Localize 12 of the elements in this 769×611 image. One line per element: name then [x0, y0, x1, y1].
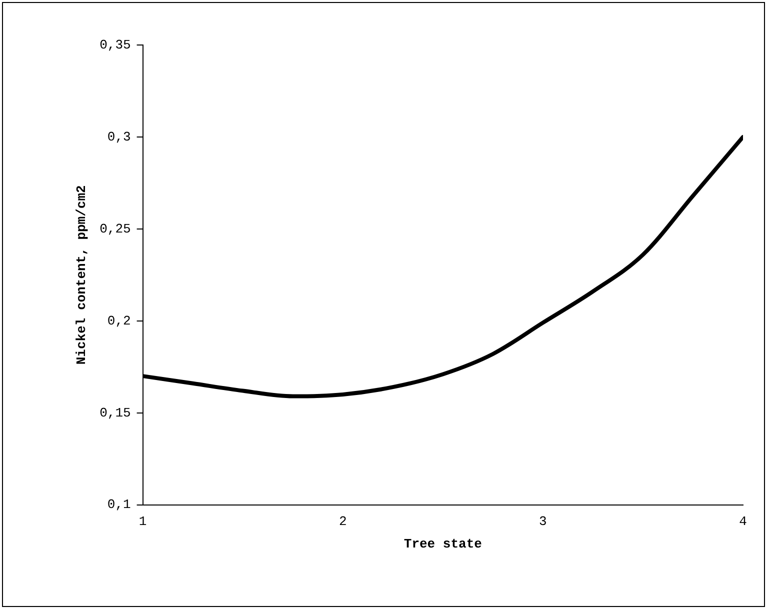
x-tick-label: 2 [338, 514, 347, 530]
x-tick-label: 1 [138, 514, 147, 530]
y-axis-title: Nickel content, ppm/cm2 [74, 184, 90, 365]
x-tick-label: 4 [739, 514, 748, 530]
y-tick-label: 0,3 [107, 129, 131, 144]
y-tick-label: 0,25 [100, 221, 131, 236]
x-axis-title: Tree state [404, 536, 482, 552]
y-tick-label: 0,35 [100, 37, 131, 52]
x-tick-label: 3 [539, 514, 547, 530]
y-tick-label: 0,1 [107, 497, 131, 512]
y-tick-label: 0,2 [107, 313, 131, 328]
y-tick-label: 0,15 [100, 405, 131, 420]
